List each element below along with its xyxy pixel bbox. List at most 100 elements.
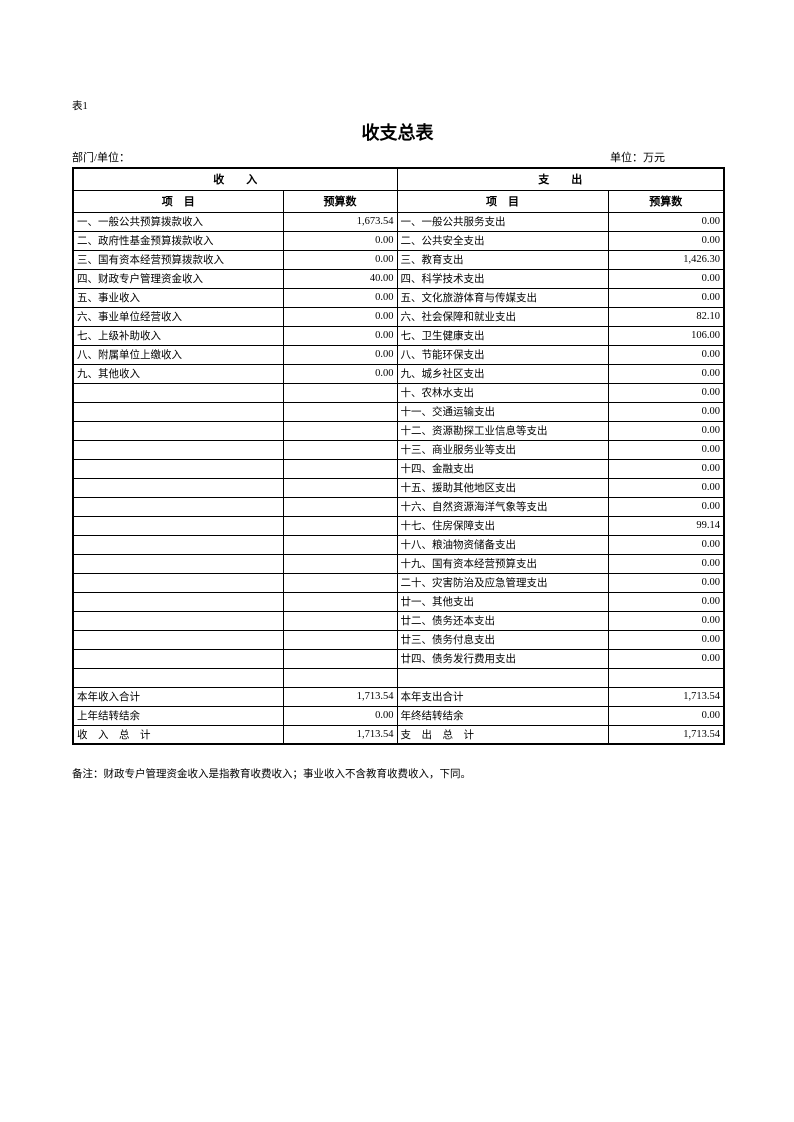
- expense-item-cell: 廿四、债务发行费用支出: [396, 648, 609, 669]
- table-row: 十一、交通运输支出 0.00: [72, 401, 725, 422]
- expense-item-cell: 一、一般公共服务支出: [396, 211, 609, 232]
- expense-item-cell: 廿二、债务还本支出: [396, 610, 609, 631]
- income-item-cell: [72, 591, 284, 612]
- table-row: 一、一般公共预算拨款收入 1,673.54 一、一般公共服务支出 0.00: [72, 211, 725, 232]
- expense-item-column-header: 项 目: [396, 189, 609, 213]
- table-row: 廿一、其他支出 0.00: [72, 591, 725, 612]
- table-row: 廿二、债务还本支出 0.00: [72, 610, 725, 631]
- expense-budget-cell: 0.00: [607, 211, 725, 232]
- expense-budget-cell: 0.00: [607, 553, 725, 574]
- expense-budget-cell: 82.10: [607, 306, 725, 327]
- income-item-cell: 四、财政专户管理资金收入: [72, 268, 284, 289]
- income-budget-cell: 1,713.54: [282, 724, 398, 745]
- expense-budget-cell: 0.00: [607, 458, 725, 479]
- expense-budget-cell: 0.00: [607, 572, 725, 593]
- expense-item-cell: 十七、住房保障支出: [396, 515, 609, 536]
- expense-item-cell: 六、社会保障和就业支出: [396, 306, 609, 327]
- column-header-row: 项 目 预算数 项 目 预算数: [72, 189, 725, 213]
- table-row: 十八、粮油物资储备支出 0.00: [72, 534, 725, 555]
- income-item-cell: 本年收入合计: [72, 686, 284, 707]
- expense-budget-cell: 0.00: [607, 363, 725, 384]
- expense-item-cell: 年终结转结余: [396, 705, 609, 726]
- expense-item-cell: 十五、援助其他地区支出: [396, 477, 609, 498]
- income-item-cell: [72, 439, 284, 460]
- income-item-cell: [72, 420, 284, 441]
- income-item-cell: [72, 629, 284, 650]
- table-row: 五、事业收入 0.00 五、文化旅游体育与传媒支出 0.00: [72, 287, 725, 308]
- expense-budget-cell: 0.00: [607, 382, 725, 403]
- expense-item-cell: 十二、资源勘探工业信息等支出: [396, 420, 609, 441]
- expense-budget-cell: 0.00: [607, 648, 725, 669]
- expense-item-cell: 本年支出合计: [396, 686, 609, 707]
- table-row: 十五、援助其他地区支出 0.00: [72, 477, 725, 498]
- table-row: 四、财政专户管理资金收入 40.00 四、科学技术支出 0.00: [72, 268, 725, 289]
- expense-item-cell: 二十、灾害防治及应急管理支出: [396, 572, 609, 593]
- expense-item-cell: 九、城乡社区支出: [396, 363, 609, 384]
- expense-budget-cell: 0.00: [607, 591, 725, 612]
- income-budget-cell: [282, 458, 398, 479]
- income-budget-cell: 0.00: [282, 287, 398, 308]
- table-row: 八、附属单位上缴收入 0.00 八、节能环保支出 0.00: [72, 344, 725, 365]
- income-budget-cell: [282, 610, 398, 631]
- expense-item-cell: 二、公共安全支出: [396, 230, 609, 251]
- expense-item-cell: 四、科学技术支出: [396, 268, 609, 289]
- expense-item-cell: 十一、交通运输支出: [396, 401, 609, 422]
- table-row: [72, 667, 725, 688]
- income-budget-cell: [282, 591, 398, 612]
- expense-budget-cell: [607, 667, 725, 688]
- income-budget-cell: [282, 648, 398, 669]
- expense-budget-cell: 0.00: [607, 230, 725, 251]
- expense-budget-cell: 0.00: [607, 287, 725, 308]
- expense-item-cell: 十、农林水支出: [396, 382, 609, 403]
- income-budget-cell: [282, 439, 398, 460]
- expense-section-header: 支 出: [396, 167, 725, 191]
- income-budget-cell: 0.00: [282, 325, 398, 346]
- expense-budget-cell: 0.00: [607, 477, 725, 498]
- table-row: 三、国有资本经营预算拨款收入 0.00 三、教育支出 1,426.30: [72, 249, 725, 270]
- table-row: 廿四、债务发行费用支出 0.00: [72, 648, 725, 669]
- expense-item-cell: 十四、金融支出: [396, 458, 609, 479]
- income-item-cell: 收 入 总 计: [72, 724, 284, 745]
- expense-budget-cell: 1,426.30: [607, 249, 725, 270]
- income-budget-cell: 0.00: [282, 705, 398, 726]
- expense-budget-cell: 0.00: [607, 629, 725, 650]
- income-item-cell: 二、政府性基金预算拨款收入: [72, 230, 284, 251]
- income-item-cell: 六、事业单位经营收入: [72, 306, 284, 327]
- expense-budget-cell: 0.00: [607, 268, 725, 289]
- expense-item-cell: 八、节能环保支出: [396, 344, 609, 365]
- expense-budget-cell: 1,713.54: [607, 686, 725, 707]
- income-item-column-header: 项 目: [72, 189, 284, 213]
- income-budget-cell: 1,673.54: [282, 211, 398, 232]
- income-item-cell: 上年结转结余: [72, 705, 284, 726]
- table-row: 十三、商业服务业等支出 0.00: [72, 439, 725, 460]
- total-row: 收 入 总 计 1,713.54 支 出 总 计 1,713.54: [72, 724, 725, 745]
- expense-item-cell: 廿一、其他支出: [396, 591, 609, 612]
- income-item-cell: [72, 667, 284, 688]
- income-budget-cell: [282, 515, 398, 536]
- total-row: 本年收入合计 1,713.54 本年支出合计 1,713.54: [72, 686, 725, 707]
- expense-item-cell: 十九、国有资本经营预算支出: [396, 553, 609, 574]
- income-item-cell: [72, 534, 284, 555]
- income-item-cell: 八、附属单位上缴收入: [72, 344, 284, 365]
- table-row: 廿三、债务付息支出 0.00: [72, 629, 725, 650]
- income-budget-cell: 0.00: [282, 306, 398, 327]
- page-title: 收支总表: [361, 123, 434, 143]
- expense-budget-cell: 0.00: [607, 705, 725, 726]
- income-budget-cell: [282, 553, 398, 574]
- expense-budget-cell: 0.00: [607, 534, 725, 555]
- table-row: 九、其他收入 0.00 九、城乡社区支出 0.00: [72, 363, 725, 384]
- table-row: 十七、住房保障支出 99.14: [72, 515, 725, 536]
- table-row: 二十、灾害防治及应急管理支出 0.00: [72, 572, 725, 593]
- expense-budget-cell: 0.00: [607, 344, 725, 365]
- income-item-cell: [72, 477, 284, 498]
- table-row: 十四、金融支出 0.00: [72, 458, 725, 479]
- income-budget-cell: [282, 382, 398, 403]
- meta-row: 部门/单位： 单位：万元: [72, 151, 723, 165]
- income-budget-cell: [282, 572, 398, 593]
- table-number-label: 表1: [72, 101, 88, 112]
- income-budget-cell: 0.00: [282, 344, 398, 365]
- expense-budget-cell: 0.00: [607, 401, 725, 422]
- expense-item-cell: 五、文化旅游体育与传媒支出: [396, 287, 609, 308]
- income-budget-cell: [282, 629, 398, 650]
